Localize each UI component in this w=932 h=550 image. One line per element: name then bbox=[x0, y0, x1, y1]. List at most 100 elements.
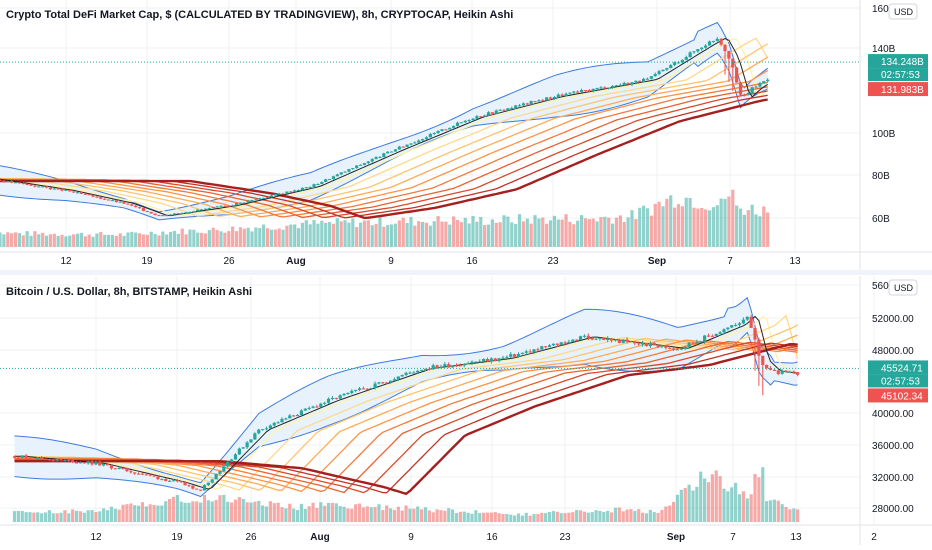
volume-bar bbox=[796, 509, 800, 522]
candle-body bbox=[83, 193, 87, 195]
volume-bar bbox=[513, 515, 517, 522]
candle-body bbox=[613, 339, 618, 341]
candle-body bbox=[172, 213, 177, 215]
candle-body bbox=[583, 90, 588, 92]
volume-bar bbox=[509, 514, 513, 522]
candle-body bbox=[563, 342, 567, 344]
candle-body bbox=[192, 211, 196, 213]
volume-bar bbox=[110, 234, 115, 247]
volume-bar bbox=[293, 224, 297, 247]
candle-body bbox=[258, 198, 262, 200]
candle-body bbox=[400, 374, 404, 377]
volume-bar bbox=[94, 512, 98, 522]
candle-body bbox=[175, 480, 179, 482]
volume-bar bbox=[401, 217, 405, 247]
candle-body bbox=[149, 211, 153, 214]
volume-bar bbox=[117, 509, 121, 522]
volume-bar bbox=[269, 229, 274, 247]
candle-body bbox=[230, 459, 234, 463]
volume-bar bbox=[211, 227, 215, 247]
bollinger-upper bbox=[14, 296, 798, 484]
candle-body bbox=[672, 348, 676, 350]
volume-bar bbox=[707, 210, 712, 247]
volume-bar bbox=[436, 216, 440, 247]
volume-bar bbox=[315, 507, 319, 522]
volume-bar bbox=[362, 220, 367, 247]
volume-bar bbox=[742, 214, 747, 247]
candle-body bbox=[373, 383, 377, 388]
volume-bar bbox=[715, 205, 719, 247]
volume-bar bbox=[614, 217, 619, 247]
volume-bar bbox=[544, 513, 548, 522]
candle-body bbox=[276, 422, 280, 424]
volume-bar bbox=[41, 232, 45, 247]
price-badge-timer bbox=[868, 374, 928, 388]
candle-body bbox=[207, 208, 211, 210]
candle-body bbox=[2, 180, 6, 183]
candle-body bbox=[545, 97, 549, 101]
candle-body bbox=[637, 343, 641, 345]
volume-bar bbox=[249, 502, 253, 522]
candle-body bbox=[249, 439, 253, 443]
candle-body bbox=[78, 462, 83, 464]
candle-body bbox=[753, 327, 757, 340]
candle-body bbox=[339, 172, 343, 175]
volume-bar bbox=[10, 233, 14, 247]
volume-bar bbox=[347, 222, 351, 247]
volume-bar bbox=[167, 498, 172, 522]
candle-body bbox=[237, 448, 241, 455]
candle-body bbox=[746, 92, 750, 96]
candle-body bbox=[401, 146, 405, 148]
panel-divider bbox=[0, 270, 932, 275]
candle-body bbox=[626, 82, 630, 85]
volume-bar bbox=[498, 222, 502, 247]
volume-bar bbox=[640, 512, 645, 522]
candle-body bbox=[141, 208, 146, 211]
volume-bar bbox=[784, 507, 788, 522]
volume-bar bbox=[471, 216, 475, 247]
volume-bar bbox=[238, 227, 242, 247]
candle-body bbox=[262, 197, 266, 199]
candle-body bbox=[121, 467, 125, 469]
volume-bar bbox=[703, 478, 707, 522]
candle-body bbox=[29, 184, 33, 186]
candle-body bbox=[428, 133, 432, 138]
volume-bar bbox=[184, 234, 188, 247]
candle-body bbox=[444, 129, 448, 131]
volume-bar bbox=[521, 221, 526, 247]
volume-bar bbox=[13, 232, 18, 247]
bollinger-lower bbox=[0, 52, 768, 221]
candle-body bbox=[214, 473, 218, 480]
volume-bar bbox=[502, 215, 506, 247]
candle-body bbox=[692, 51, 696, 53]
volume-bar bbox=[175, 495, 179, 522]
candle-body bbox=[421, 139, 425, 141]
candle-body bbox=[156, 476, 160, 480]
volume-bar bbox=[268, 501, 272, 522]
volume-bar bbox=[331, 223, 336, 247]
candle-body bbox=[145, 210, 149, 212]
candle-body bbox=[153, 213, 157, 216]
volume-bar bbox=[470, 513, 474, 522]
volume-bar bbox=[746, 210, 750, 247]
candle-body bbox=[28, 458, 32, 460]
volume-bar bbox=[381, 509, 385, 522]
volume-bar bbox=[355, 227, 359, 247]
volume-bar bbox=[695, 486, 699, 522]
volume-bar bbox=[36, 512, 40, 522]
candle-body bbox=[714, 333, 718, 336]
volume-bar bbox=[537, 218, 541, 247]
volume-bar bbox=[730, 487, 734, 522]
volume-bar bbox=[757, 477, 761, 522]
volume-bar bbox=[12, 511, 17, 522]
volume-bar bbox=[568, 221, 572, 247]
currency-badge-box bbox=[888, 279, 918, 296]
candle-body bbox=[622, 82, 626, 85]
volume-bar bbox=[642, 205, 646, 247]
volume-bar bbox=[409, 216, 413, 247]
candle-body bbox=[652, 342, 656, 346]
volume-bar bbox=[264, 506, 269, 522]
volume-bar bbox=[532, 514, 536, 522]
volume-bar bbox=[373, 507, 377, 522]
candle-body bbox=[226, 462, 230, 467]
